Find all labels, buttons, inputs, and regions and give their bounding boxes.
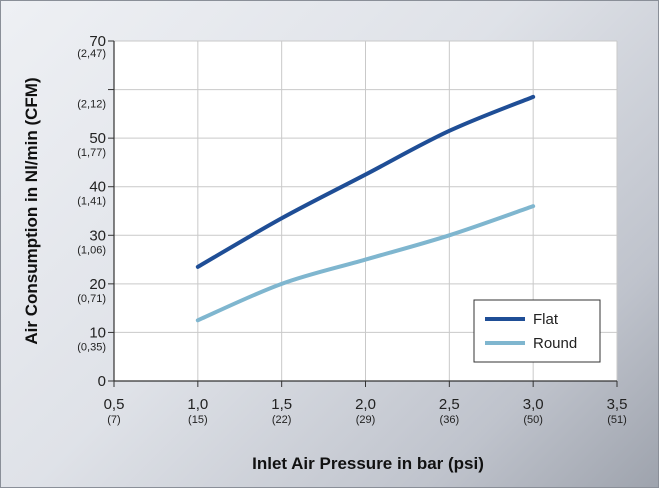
y-tick-label: 10 [89,324,106,341]
y-tick-sublabel: (1,06) [77,244,106,256]
legend-label-flat: Flat [533,311,559,328]
y-tick-label: 0 [98,373,106,390]
y-tick-sublabel: (2,12) [77,99,106,111]
y-tick-label: 20 [89,276,106,293]
x-axis-title: Inlet Air Pressure in bar (psi) [252,454,484,473]
x-tick-label: 3,0 [523,396,544,413]
x-tick-sublabel: (29) [356,414,376,426]
x-tick-label: 0,5 [104,396,125,413]
x-tick-labels: 0,5(7) 1,0(15) 1,5(22) 2,0(29) 2,5(36) 3,0(50… [104,396,628,426]
x-tick-label: 1,5 [271,396,292,413]
y-tick-label: 40 [89,179,106,196]
y-tick-label: 50 [89,130,106,147]
legend-label-round: Round [533,335,577,352]
y-axis-title: Air Consumption in Nl/min (CFM) [22,77,41,344]
grid-lines [114,40,618,381]
x-tick-sublabel: (7) [107,414,120,426]
x-tick-sublabel: (22) [272,414,292,426]
x-tick-sublabel: (51) [607,414,627,426]
y-tick-sublabel: (2,47) [77,48,106,60]
y-tick-sublabel: (0,35) [77,341,106,353]
x-tick-sublabel: (36) [440,414,460,426]
y-tick-sublabel: (1,77) [77,147,106,159]
series-line-round [195,204,536,323]
y-tick-label: 70 [89,33,106,50]
y-tick-labels: 0 10(0,35) 20(0,71) 30(1,06) 40(1,41) 50(1,77… [77,33,106,390]
x-tick-label: 2,0 [355,396,376,413]
legend-box [473,299,601,363]
x-tick-sublabel: (15) [188,414,208,426]
y-tick-sublabel: (0,71) [77,293,106,305]
legend: Flat Round [473,299,601,363]
x-tick-sublabel: (50) [523,414,543,426]
x-tick-label: 3,5 [607,396,628,413]
series-line-flat [195,94,536,269]
axes [108,40,618,387]
y-tick-label: 30 [89,227,106,244]
x-tick-label: 1,0 [187,396,208,413]
x-tick-label: 2,5 [439,396,460,413]
series-lines [195,94,536,323]
y-tick-sublabel: (1,41) [77,196,106,208]
